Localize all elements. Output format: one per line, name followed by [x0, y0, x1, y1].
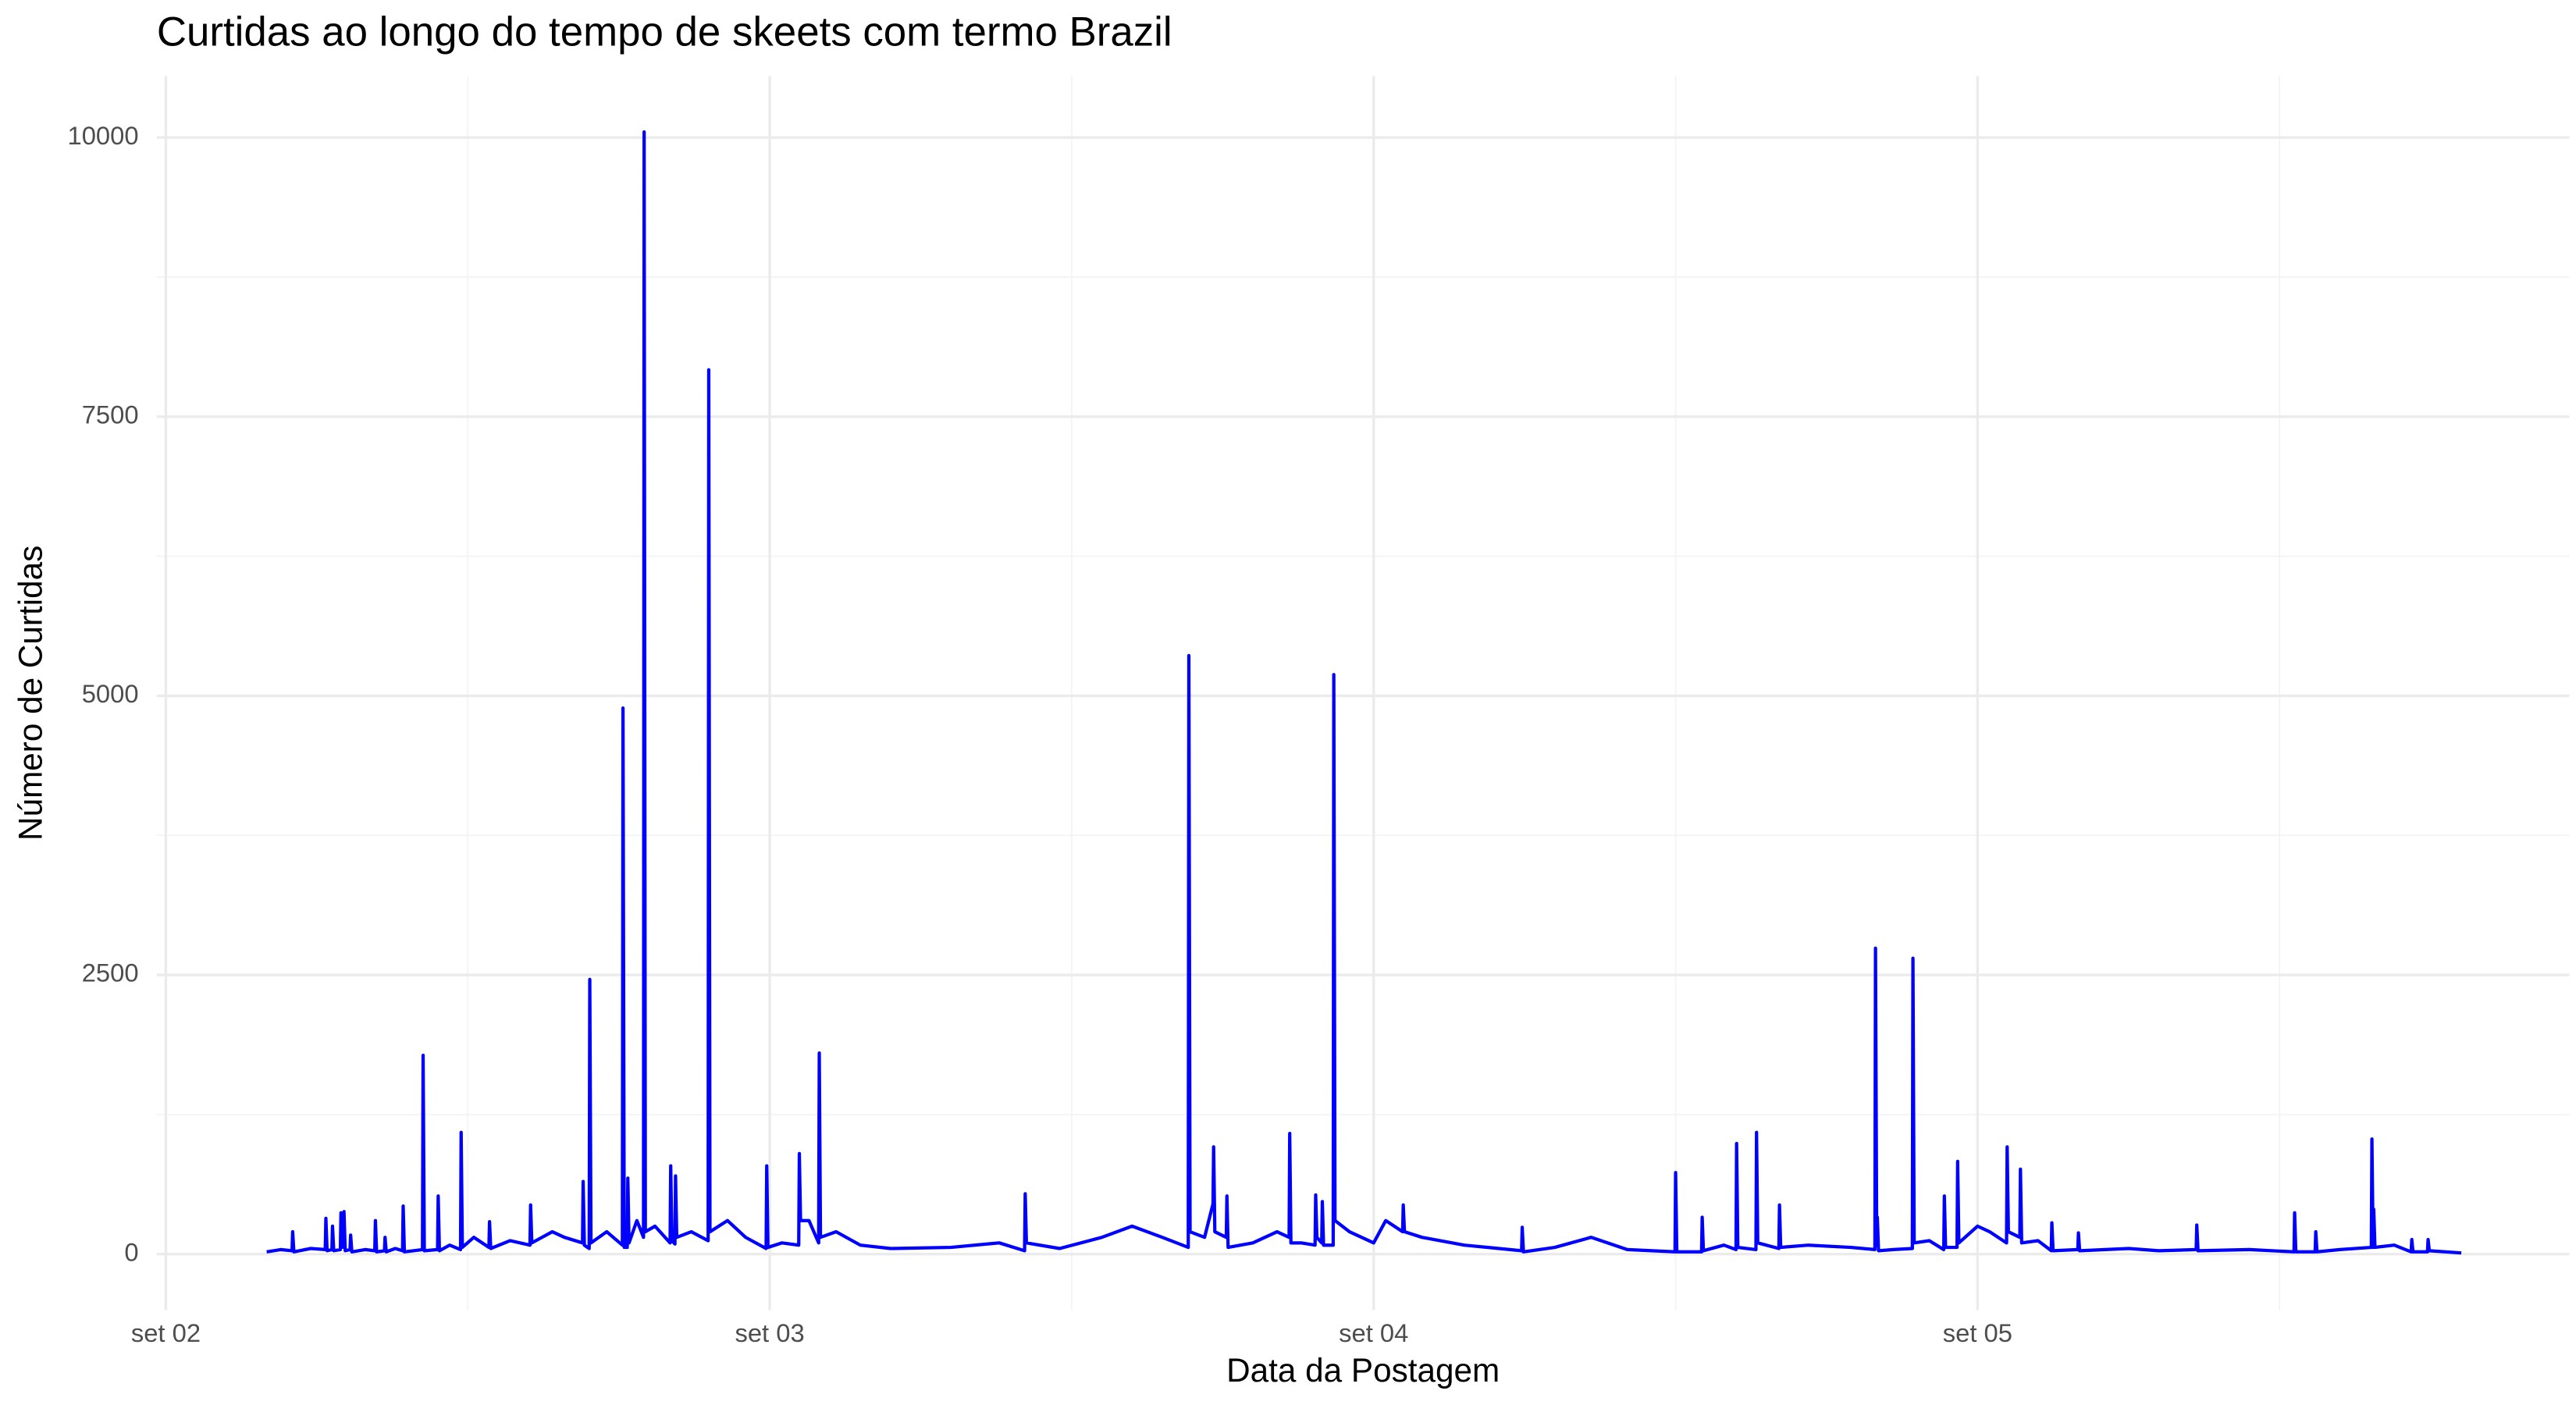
- y-tick-label: 2500: [82, 959, 139, 987]
- y-axis-title: Número de Curtidas: [12, 546, 48, 841]
- grid: [156, 76, 2570, 1311]
- chart-title: Curtidas ao longo do tempo de skeets com…: [157, 9, 1172, 55]
- data-line: [266, 130, 2462, 1255]
- y-tick-label: 7500: [82, 400, 139, 429]
- x-axis-title: Data da Postagem: [1226, 1352, 1500, 1389]
- y-tick-label: 0: [124, 1237, 138, 1266]
- y-tick-label: 10000: [67, 121, 138, 150]
- x-tick-label: set 02: [131, 1318, 201, 1347]
- x-tick-label: set 05: [1943, 1318, 2012, 1347]
- x-tick-label: set 04: [1339, 1318, 1408, 1347]
- y-tick-label: 5000: [82, 679, 139, 708]
- plot-area: [266, 130, 2462, 1255]
- x-tick-label: set 03: [735, 1318, 804, 1347]
